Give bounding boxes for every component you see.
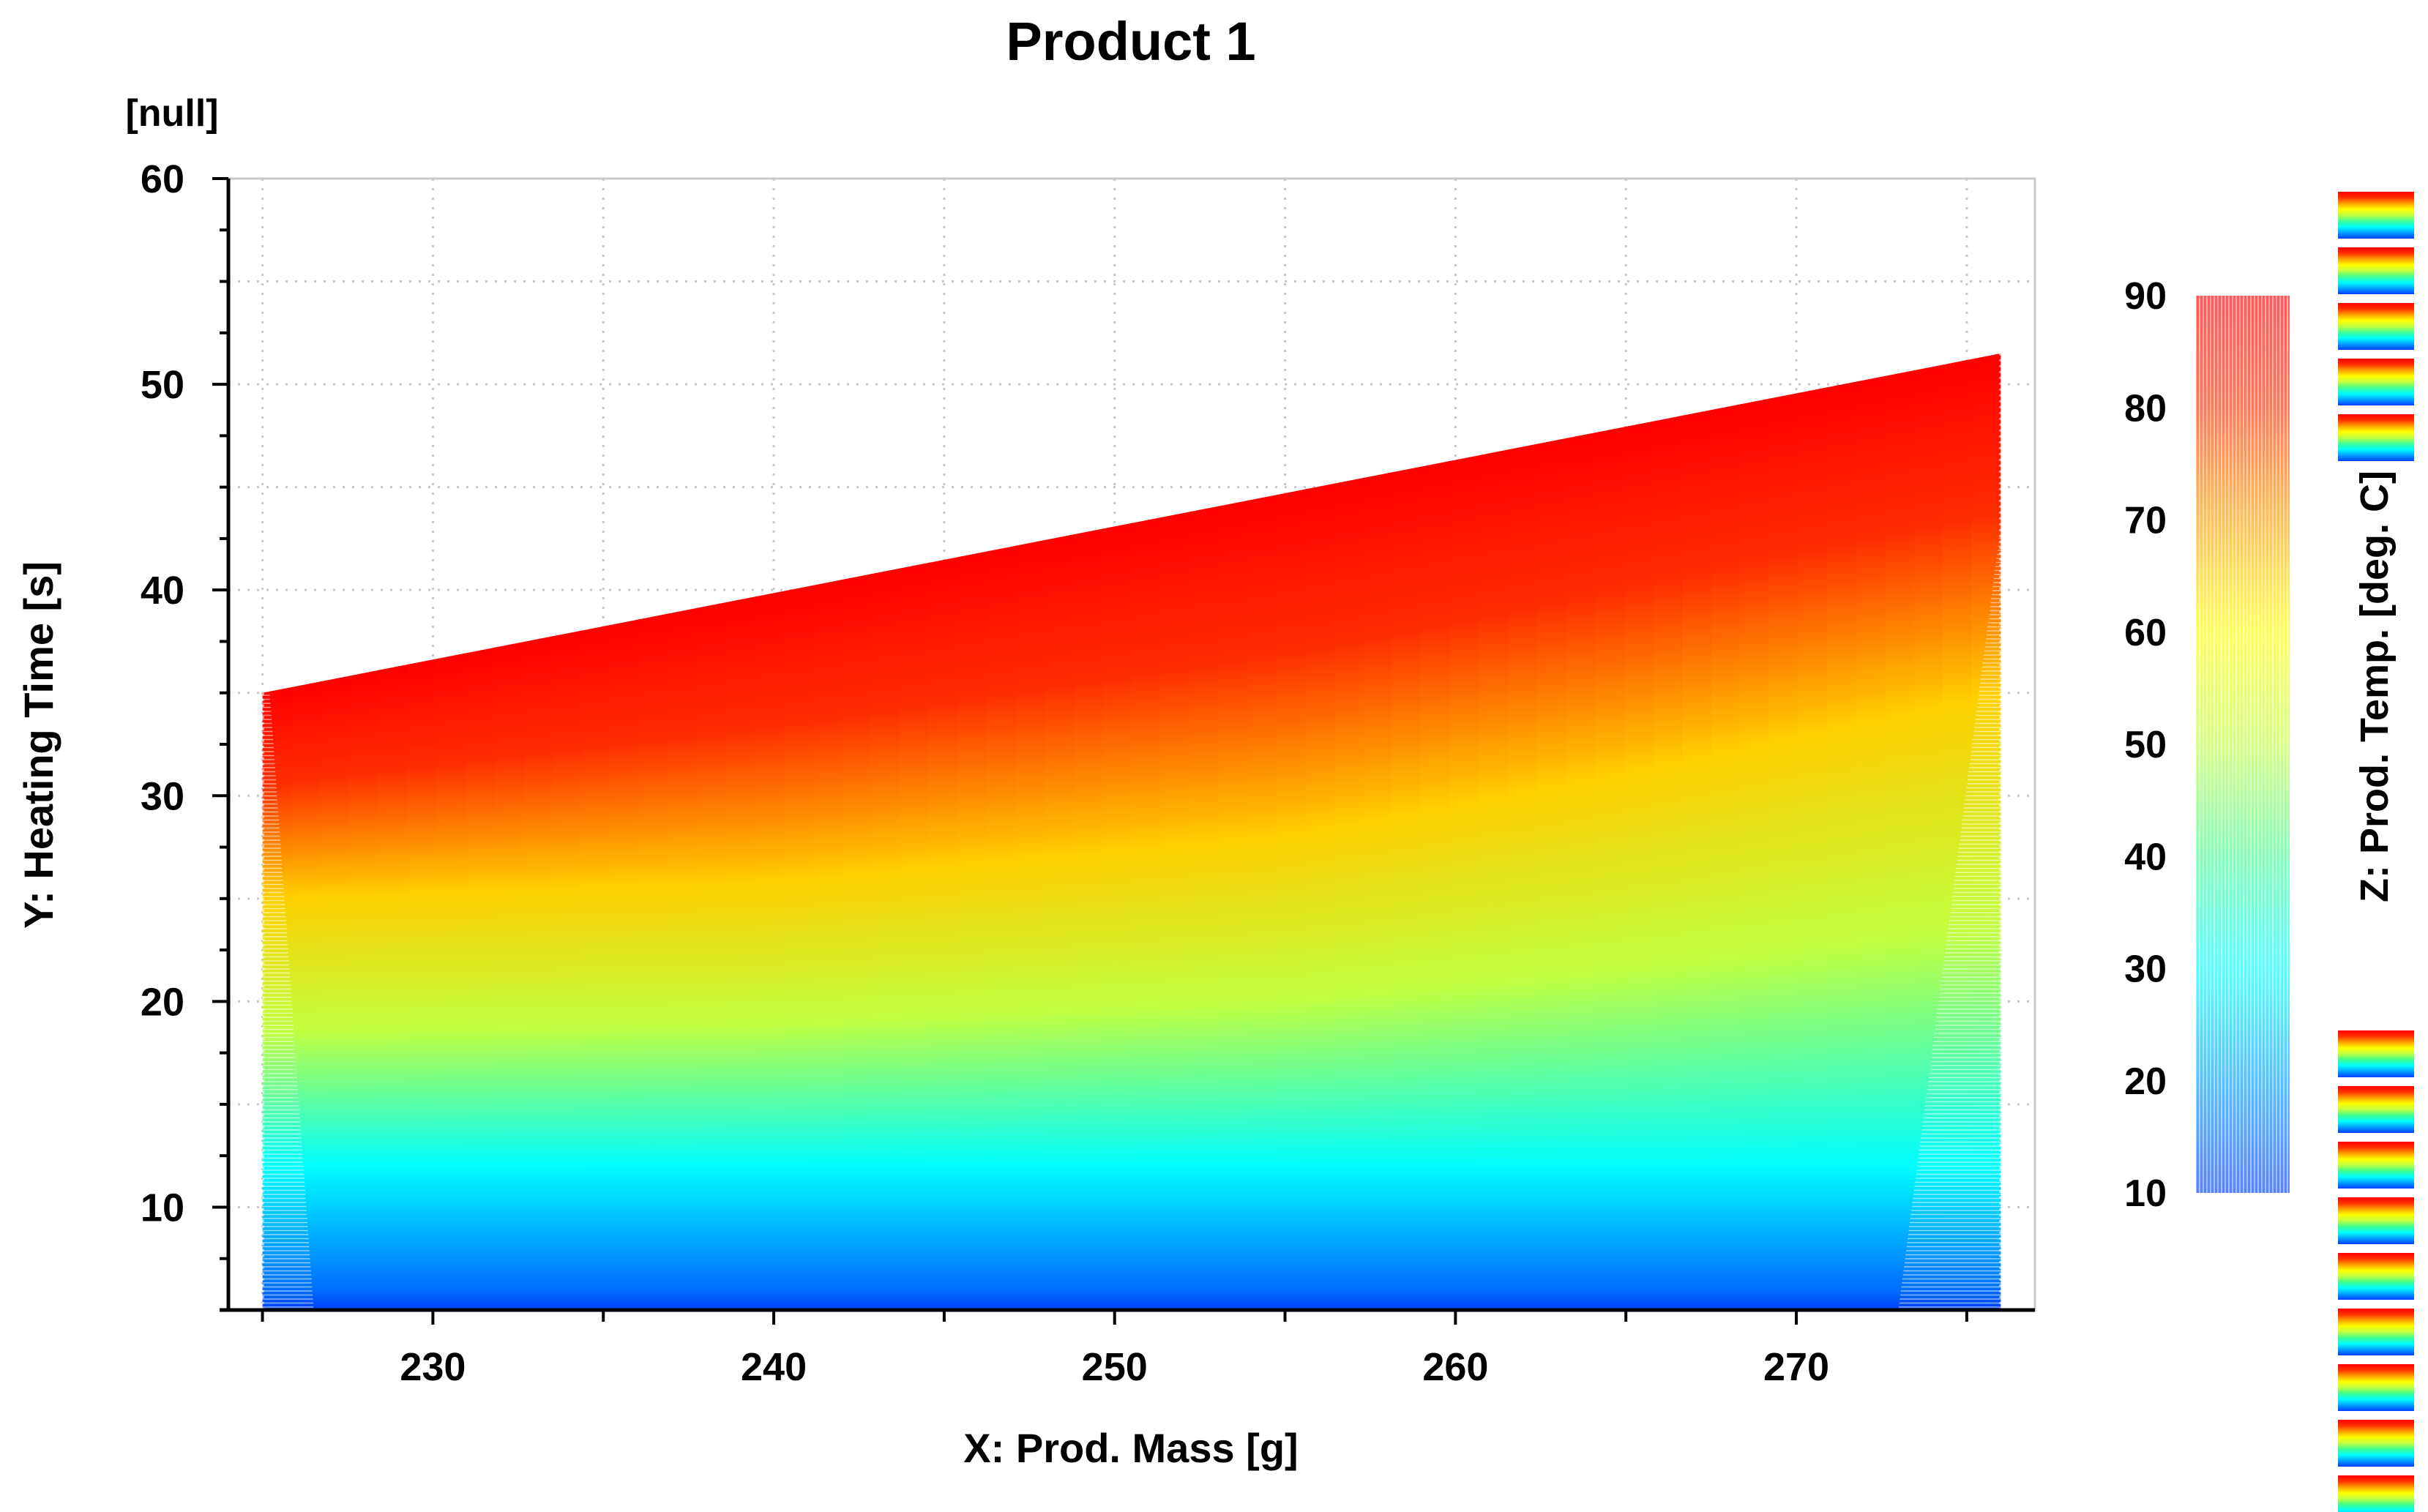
colormap-swatch xyxy=(2338,1142,2414,1189)
heatmap-strip xyxy=(1768,353,1799,1310)
heatmap-strip xyxy=(1189,353,1220,1310)
colorbar-tick-label: 80 xyxy=(2124,387,2167,430)
colorbar-tick-label: 90 xyxy=(2124,275,2167,318)
heatmap-strip xyxy=(1450,353,1481,1310)
x-tick-label: 270 xyxy=(1763,1345,1829,1389)
colormap-swatch xyxy=(2338,359,2414,405)
colorbar: 10 20 30 40 50 60 70 80 90 Z: Prod. Temp. [deg. … xyxy=(2124,275,2397,1215)
colorbar-scale xyxy=(2196,296,2290,1193)
x-tick-label: 250 xyxy=(1082,1345,1148,1389)
heatmap-strip xyxy=(1856,353,1886,1310)
colorbar-tick-label: 20 xyxy=(2124,1060,2167,1103)
heatmap-strip xyxy=(1885,353,1916,1310)
heatmap-strip xyxy=(1537,353,1568,1310)
y-tick-label: 20 xyxy=(141,980,184,1024)
y-ticks: 10 20 30 40 50 60 xyxy=(141,157,228,1311)
heatmap-strip xyxy=(1826,353,1858,1310)
colorbar-tick-label: 40 xyxy=(2124,836,2167,878)
colormap-swatch xyxy=(2338,303,2414,350)
heatmap-strip xyxy=(1392,353,1423,1310)
heatmap-strip xyxy=(1740,353,1771,1310)
colorbar-tick-label: 70 xyxy=(2124,500,2167,542)
y-axis-label: Y: Heating Time [s] xyxy=(15,561,61,929)
colorbar-tick-label: 50 xyxy=(2124,724,2167,766)
colorbar-hatching xyxy=(2195,296,2288,1193)
heatmap-strip xyxy=(1247,353,1278,1310)
colormap-swatch xyxy=(2338,1475,2414,1512)
y-unit-label: [null] xyxy=(125,92,218,135)
heatmap-strip xyxy=(1218,353,1249,1310)
colorbar-tick-label: 30 xyxy=(2124,948,2167,991)
heatmap-strip xyxy=(1479,353,1510,1310)
colormap-swatch xyxy=(2338,414,2414,461)
heatmap-strip xyxy=(1334,353,1365,1310)
colormap-swatch xyxy=(2338,1197,2414,1244)
colormap-swatch xyxy=(2338,1086,2414,1133)
x-ticks: 230 240 250 260 270 xyxy=(261,1310,1968,1389)
colorbar-label: Z: Prod. Temp. [deg. C] xyxy=(2353,471,2397,902)
heatmap-strip xyxy=(1305,353,1336,1310)
colorbar-ticks: 10 20 30 40 50 60 70 80 90 xyxy=(2124,275,2167,1215)
surface-texture xyxy=(262,353,2001,1310)
colormap-swatch xyxy=(2338,1420,2414,1467)
heatmap-strip xyxy=(1276,353,1307,1310)
colormap-swatch xyxy=(2338,1030,2414,1077)
heatmap-strip xyxy=(1682,353,1713,1310)
y-tick-label: 40 xyxy=(141,569,184,613)
y-tick-label: 30 xyxy=(141,774,184,818)
colorbar-tick-label: 60 xyxy=(2124,612,2167,654)
colormap-swatch xyxy=(2338,192,2414,239)
chart-title: Product 1 xyxy=(1006,11,1255,72)
heatmap-strip xyxy=(1624,353,1654,1310)
heatmap-strip xyxy=(1508,353,1539,1310)
heatmap-strip xyxy=(1421,353,1452,1310)
heatmap-strip xyxy=(1711,353,1741,1310)
colormap-swatch-strip xyxy=(2338,192,2418,1512)
y-tick-label: 10 xyxy=(141,1186,184,1230)
x-tick-label: 260 xyxy=(1422,1345,1488,1389)
colormap-swatch xyxy=(2338,1364,2414,1411)
x-tick-label: 230 xyxy=(400,1345,466,1389)
heatmap-strip xyxy=(1566,353,1596,1310)
colormap-swatch xyxy=(2338,1309,2414,1355)
heatmap-strip xyxy=(1798,353,1829,1310)
plot-area: 230 240 250 260 270 10 20 30 40 50 60 xyxy=(141,157,2036,1389)
colorbar-tick-label: 10 xyxy=(2124,1172,2167,1215)
x-tick-label: 240 xyxy=(741,1345,807,1389)
y-tick-label: 50 xyxy=(141,363,184,407)
heatmap-strip xyxy=(1595,353,1626,1310)
heatmap-strip xyxy=(1653,353,1684,1310)
heatmap-strip xyxy=(1363,353,1394,1310)
colormap-swatch xyxy=(2338,1253,2414,1300)
colormap-swatch xyxy=(2338,247,2414,294)
x-axis-label: X: Prod. Mass [g] xyxy=(963,1425,1298,1471)
y-tick-label: 60 xyxy=(141,157,184,201)
